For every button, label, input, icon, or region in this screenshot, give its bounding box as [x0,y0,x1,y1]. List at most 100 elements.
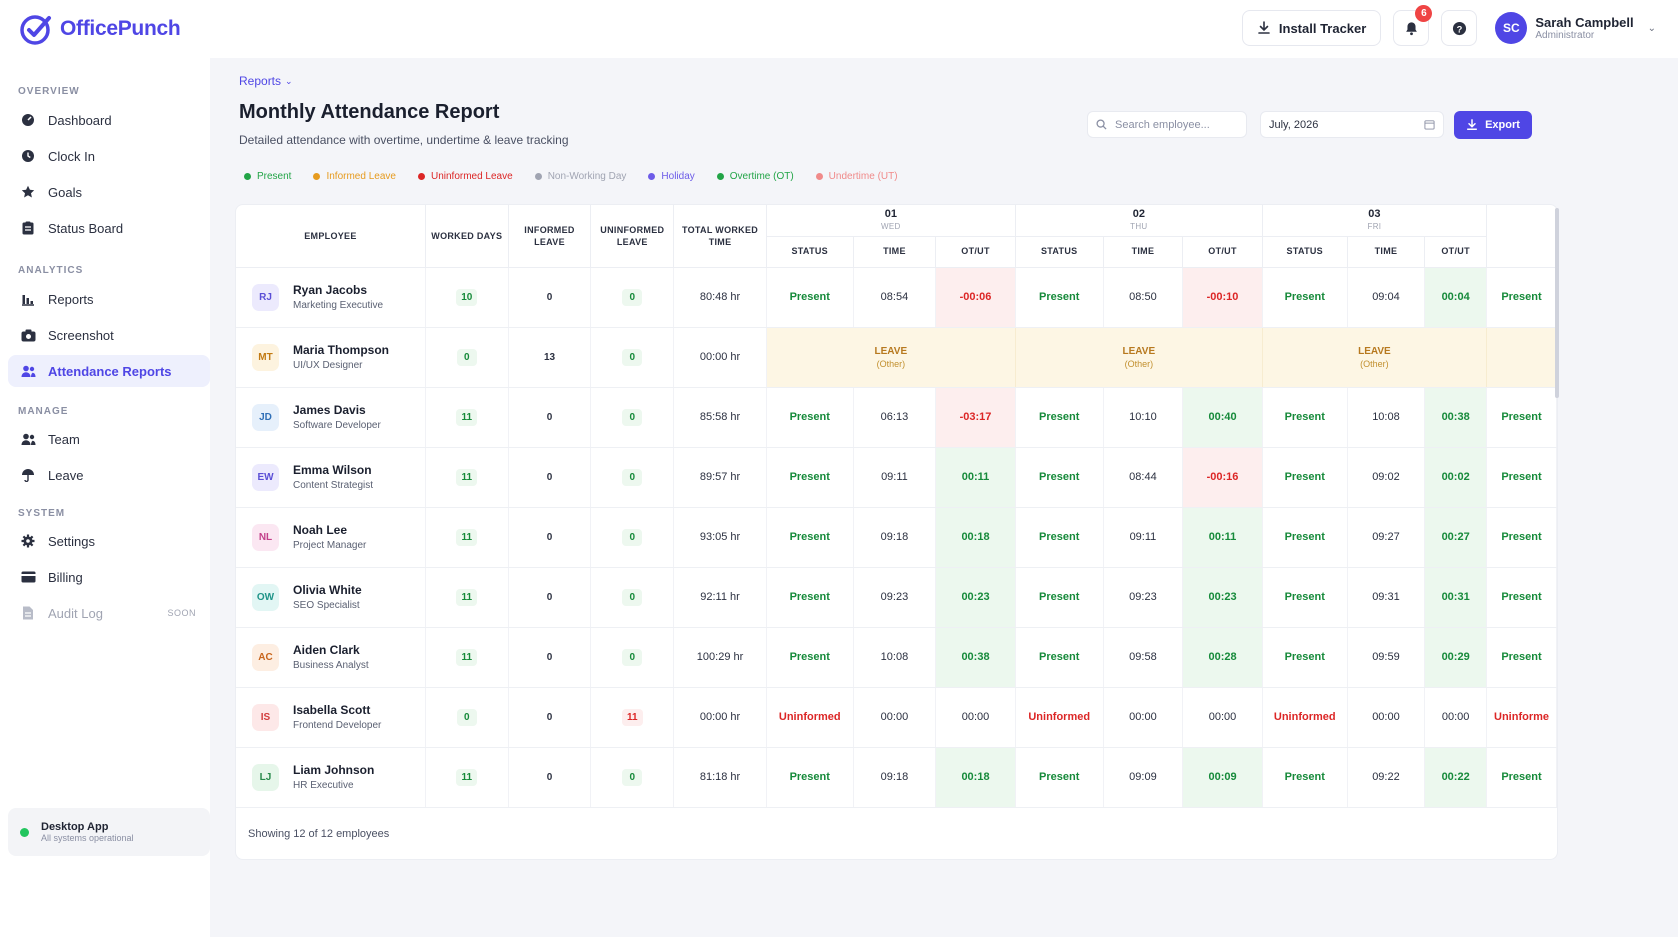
employee-cell[interactable]: LJ Liam Johnson HR Executive [236,747,426,808]
informed-leave-value: 13 [543,351,556,363]
table-row[interactable]: OW Olivia White SEO Specialist 11 0 0 92:11 hr… [236,567,1557,628]
employee-cell[interactable]: EW Emma Wilson Content Strategist [236,447,426,508]
sidebar-item-reports[interactable]: Reports [8,283,210,315]
dashboard-icon [20,112,36,128]
sidebar-item-goals[interactable]: Goals [8,176,210,208]
employee-cell[interactable]: IS Isabella Scott Frontend Developer [236,687,426,748]
informed-leave-cell: 0 [508,507,592,568]
employee-name: Isabella Scott [293,703,371,717]
table-row[interactable]: MT Maria Thompson UI/UX Designer 0 13 0 00:00 … [236,327,1557,388]
uninformed-leave-cell: 0 [590,627,675,688]
day-status-cell: Present [1262,567,1348,628]
table-scrollbar[interactable] [1555,208,1559,398]
sidebar-item-screenshot[interactable]: Screenshot [8,319,210,351]
table-row[interactable]: AC Aiden Clark Business Analyst 11 0 0 100:29 … [236,627,1557,688]
table-footer-count: Showing 12 of 12 employees [248,828,390,840]
table-row[interactable]: NL Noah Lee Project Manager 11 0 0 93:05 hr Pre… [236,507,1557,568]
informed-leave-value: 0 [546,591,553,603]
sidebar-item-billing[interactable]: Billing [8,561,210,593]
notifications-button[interactable]: 6 [1393,5,1433,46]
employee-cell[interactable]: NL Noah Lee Project Manager [236,507,426,568]
app-logo[interactable]: OfficePunch [20,12,181,46]
search-employee-input[interactable]: Search employee... [1087,111,1247,138]
day-status-cell: Uninformed [1015,687,1104,748]
uninformed-leave-cell: 0 [590,327,675,388]
employee-role: Content Strategist [293,480,374,491]
chevron-down-icon: ⌄ [285,75,293,86]
col-employee[interactable]: EMPLOYEE [236,205,426,268]
month-picker[interactable]: July, 2026 [1260,111,1444,138]
table-row[interactable]: RJ Ryan Jacobs Marketing Executive 10 0 0 80:4… [236,267,1557,328]
employee-name: Maria Thompson [293,343,390,357]
informed-leave-value: 0 [546,651,553,663]
day-status-cell: Present [766,627,854,688]
table-row[interactable]: IS Isabella Scott Frontend Developer 0 0 11 00… [236,687,1557,748]
col-worked-days[interactable]: WORKED DAYS [425,205,509,268]
worked-days-cell: 11 [425,747,509,808]
uninformed-leave-cell: 0 [590,267,675,328]
worked-days-value: 11 [456,588,478,606]
install-tracker-button[interactable]: Install Tracker [1241,10,1382,46]
main-content: Reports ⌄ Monthly Attendance Report Deta… [210,58,1678,937]
day-number: 02 [1132,208,1145,221]
help-button[interactable]: ? [1441,10,1478,46]
col-total-worked-time[interactable]: TOTAL WORKED TIME [673,205,767,268]
table-row[interactable]: JD James Davis Software Developer 11 0 0 85:58… [236,387,1557,448]
employee-info: LJ Liam Johnson HR Executive [252,763,425,791]
sidebar-item-dashboard[interactable]: Dashboard [8,104,210,136]
total-worked-cell: 85:58 hr [673,387,767,448]
employee-cell[interactable]: MT Maria Thompson UI/UX Designer [236,327,426,388]
day-status-cell: Uninformed [766,687,854,748]
day-otut-cell: 00:00 [1424,687,1487,748]
sidebar-item-team[interactable]: Team [8,423,210,455]
day-status-cell: Present [1262,447,1348,508]
employee-info: IS Isabella Scott Frontend Developer [252,703,425,731]
sidebar-item-label: Dashboard [48,112,112,128]
day-time-cell: 06:13 [853,387,937,448]
sidebar-item-label: Goals [48,184,82,200]
employee-cell[interactable]: JD James Davis Software Developer [236,387,426,448]
employee-cell[interactable]: RJ Ryan Jacobs Marketing Executive [236,267,426,328]
sidebar-item-leave[interactable]: Leave [8,459,210,491]
employee-cell[interactable]: OW Olivia White SEO Specialist [236,567,426,628]
notification-count-badge: 6 [1415,5,1433,22]
sidebar-item-clock-in[interactable]: Clock In [8,140,210,172]
informed-leave-value: 0 [546,711,553,723]
user-role: Administrator [1535,30,1595,41]
employee-avatar: EW [252,463,279,491]
employee-cell[interactable]: AC Aiden Clark Business Analyst [236,627,426,688]
user-name: Sarah Campbell [1535,15,1634,30]
sidebar-item-status-board[interactable]: Status Board [8,212,210,244]
sub-time: TIME [1103,236,1184,268]
desktop-app-status: Desktop App All systems operational [8,808,210,856]
uninformed-leave-value: 0 [622,648,643,666]
sub-time: TIME [1347,236,1426,268]
legend-label: Informed Leave [326,171,396,182]
employee-role: UI/UX Designer [293,360,363,371]
help-icon: ? [1452,21,1466,35]
table-row[interactable]: EW Emma Wilson Content Strategist 11 0 0 89:57… [236,447,1557,508]
day-otut-cell: 00:11 [935,447,1016,508]
day-status-cell: Uninformed [1262,687,1348,748]
next-day-status: Present [1486,567,1557,628]
install-tracker-label: Install Tracker [1278,20,1367,36]
sidebar-item-attendance-reports[interactable]: Attendance Reports [8,355,210,387]
next-day-status: Present [1486,627,1557,688]
day-status-cell: Present [1015,627,1104,688]
breadcrumb[interactable]: Reports ⌄ [239,74,293,88]
table-row[interactable]: LJ Liam Johnson HR Executive 11 0 0 81:18 hr Pr… [236,747,1557,808]
sidebar-item-settings[interactable]: Settings [8,525,210,557]
col-uninformed-leave[interactable]: UNINFORMED LEAVE [590,205,675,268]
informed-leave-value: 0 [546,411,553,423]
section-manage: MANAGE [18,406,69,417]
sidebar-item-audit-log[interactable]: Audit Log SOON [8,597,210,629]
sidebar-item-label: Screenshot [48,327,114,343]
sidebar-item-label: Billing [48,569,83,585]
user-menu[interactable]: SC Sarah Campbell Administrator ⌄ [1495,12,1656,44]
export-button[interactable]: Export [1454,111,1532,139]
worked-days-cell: 0 [425,327,509,388]
col-informed-leave[interactable]: INFORMED LEAVE [508,205,592,268]
day-status-cell: Present [1015,267,1104,328]
next-day-status: Present [1486,387,1557,448]
employee-info: MT Maria Thompson UI/UX Designer [252,343,425,371]
